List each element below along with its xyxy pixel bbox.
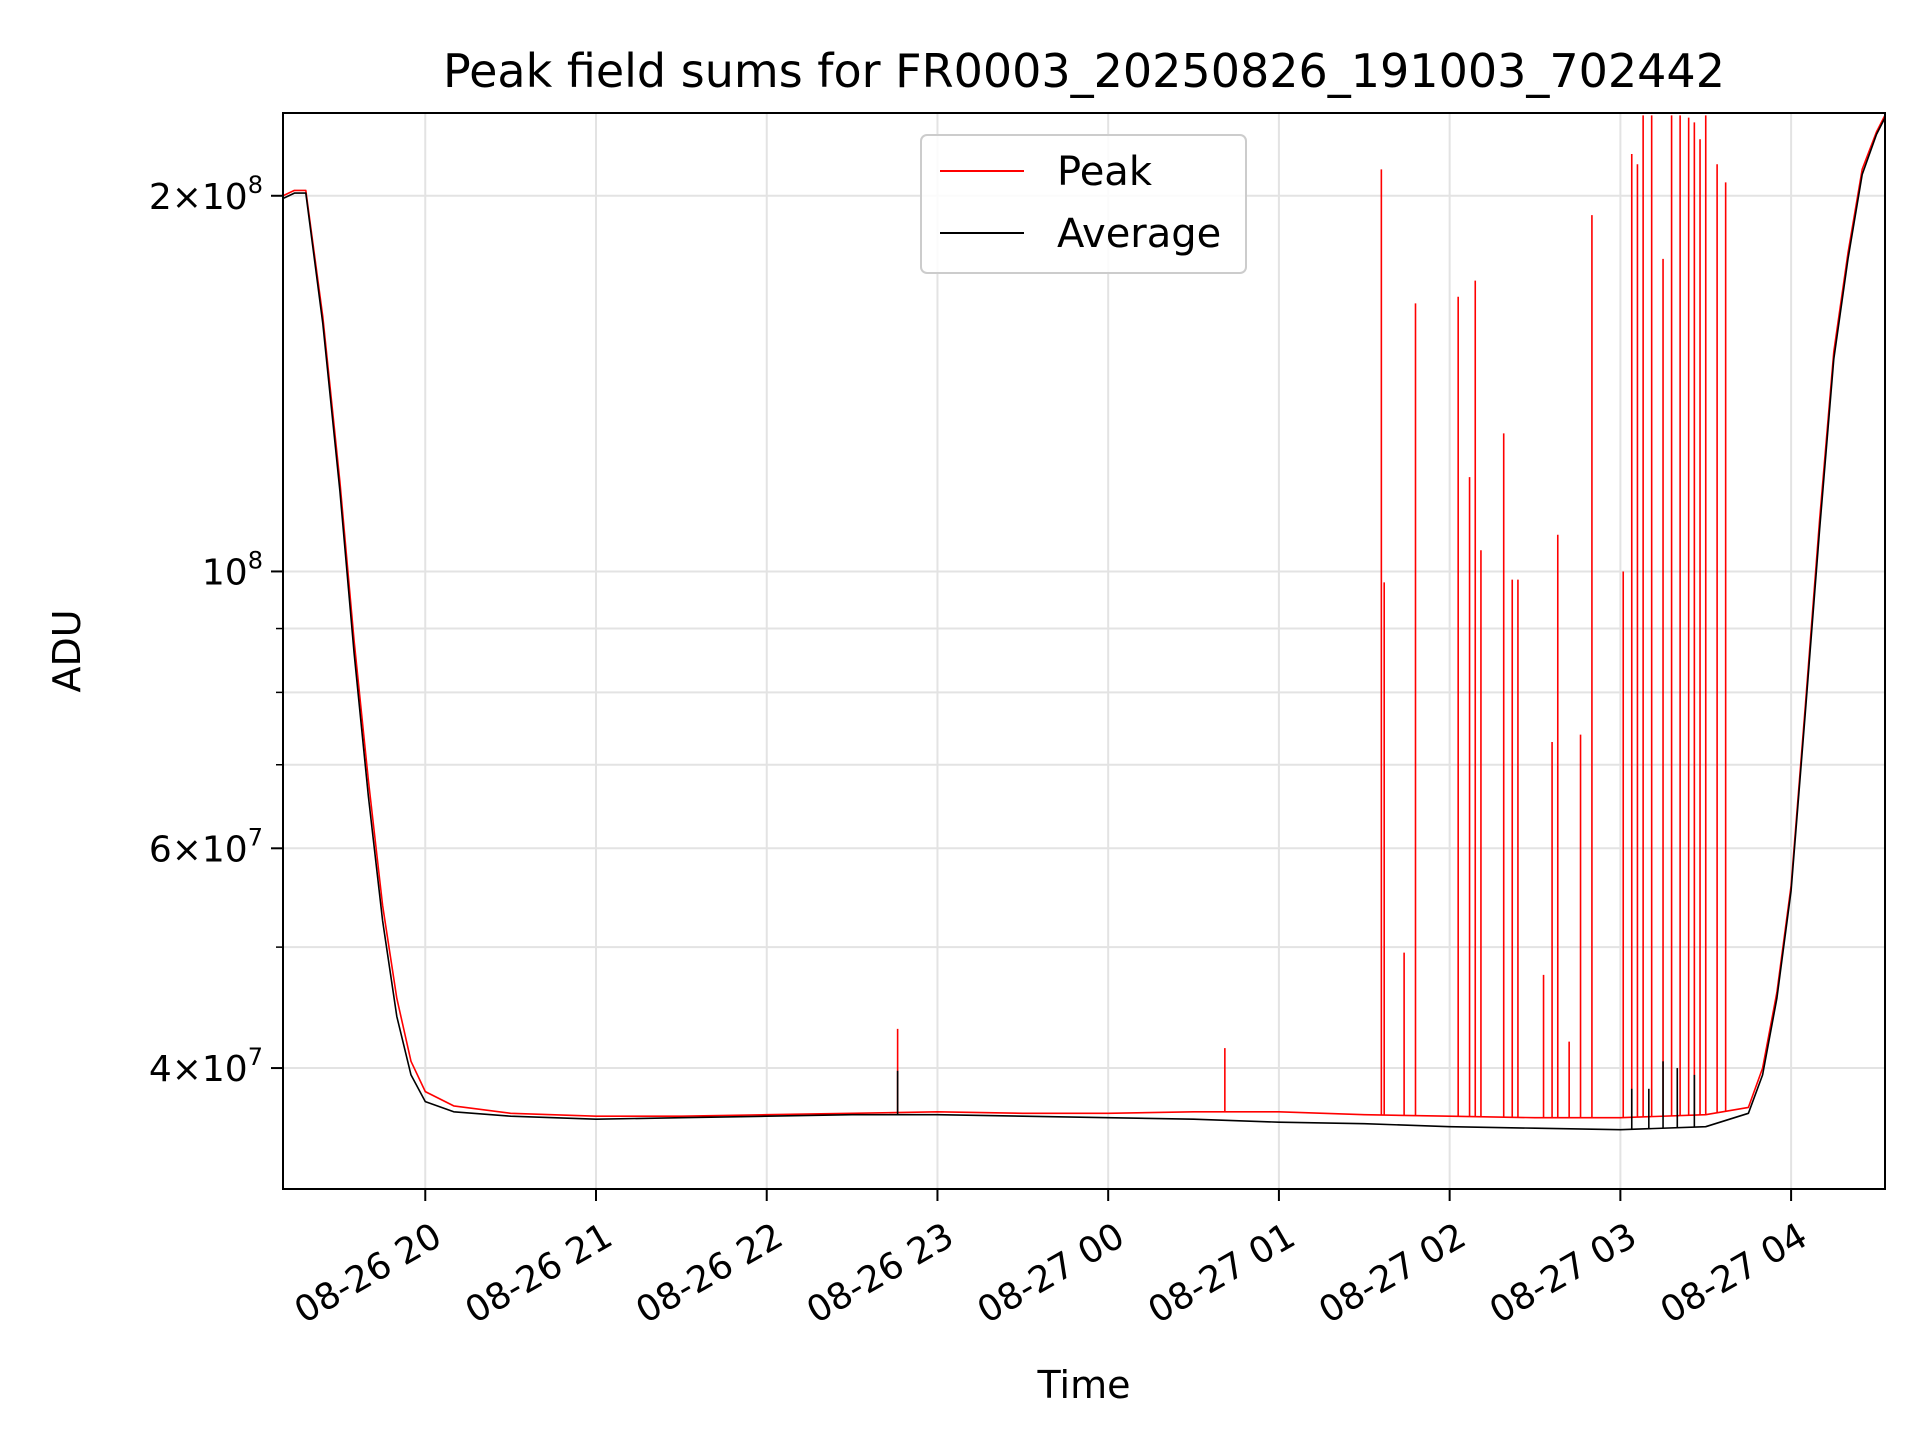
- y-tick-label: 2×108: [149, 171, 263, 218]
- legend-box: [920, 134, 1247, 274]
- y-tick-label: 6×107: [149, 823, 263, 870]
- y-tick-label: 4×107: [149, 1043, 263, 1090]
- plot-series: [283, 114, 1885, 1131]
- series-line-average: [283, 117, 1885, 1131]
- chart-title: Peak field sums for FR0003_20250826_1910…: [443, 44, 1725, 98]
- legend: Peak Average: [920, 134, 1247, 274]
- plot-frame: [282, 112, 1886, 1190]
- legend-label-peak: Peak: [1057, 149, 1153, 195]
- grid: [283, 113, 1885, 1189]
- x-axis-label: Time: [1037, 1363, 1131, 1407]
- y-axis-label: ADU: [45, 609, 89, 692]
- y-tick-label: 108: [202, 546, 263, 593]
- legend-label-average: Average: [1057, 211, 1221, 257]
